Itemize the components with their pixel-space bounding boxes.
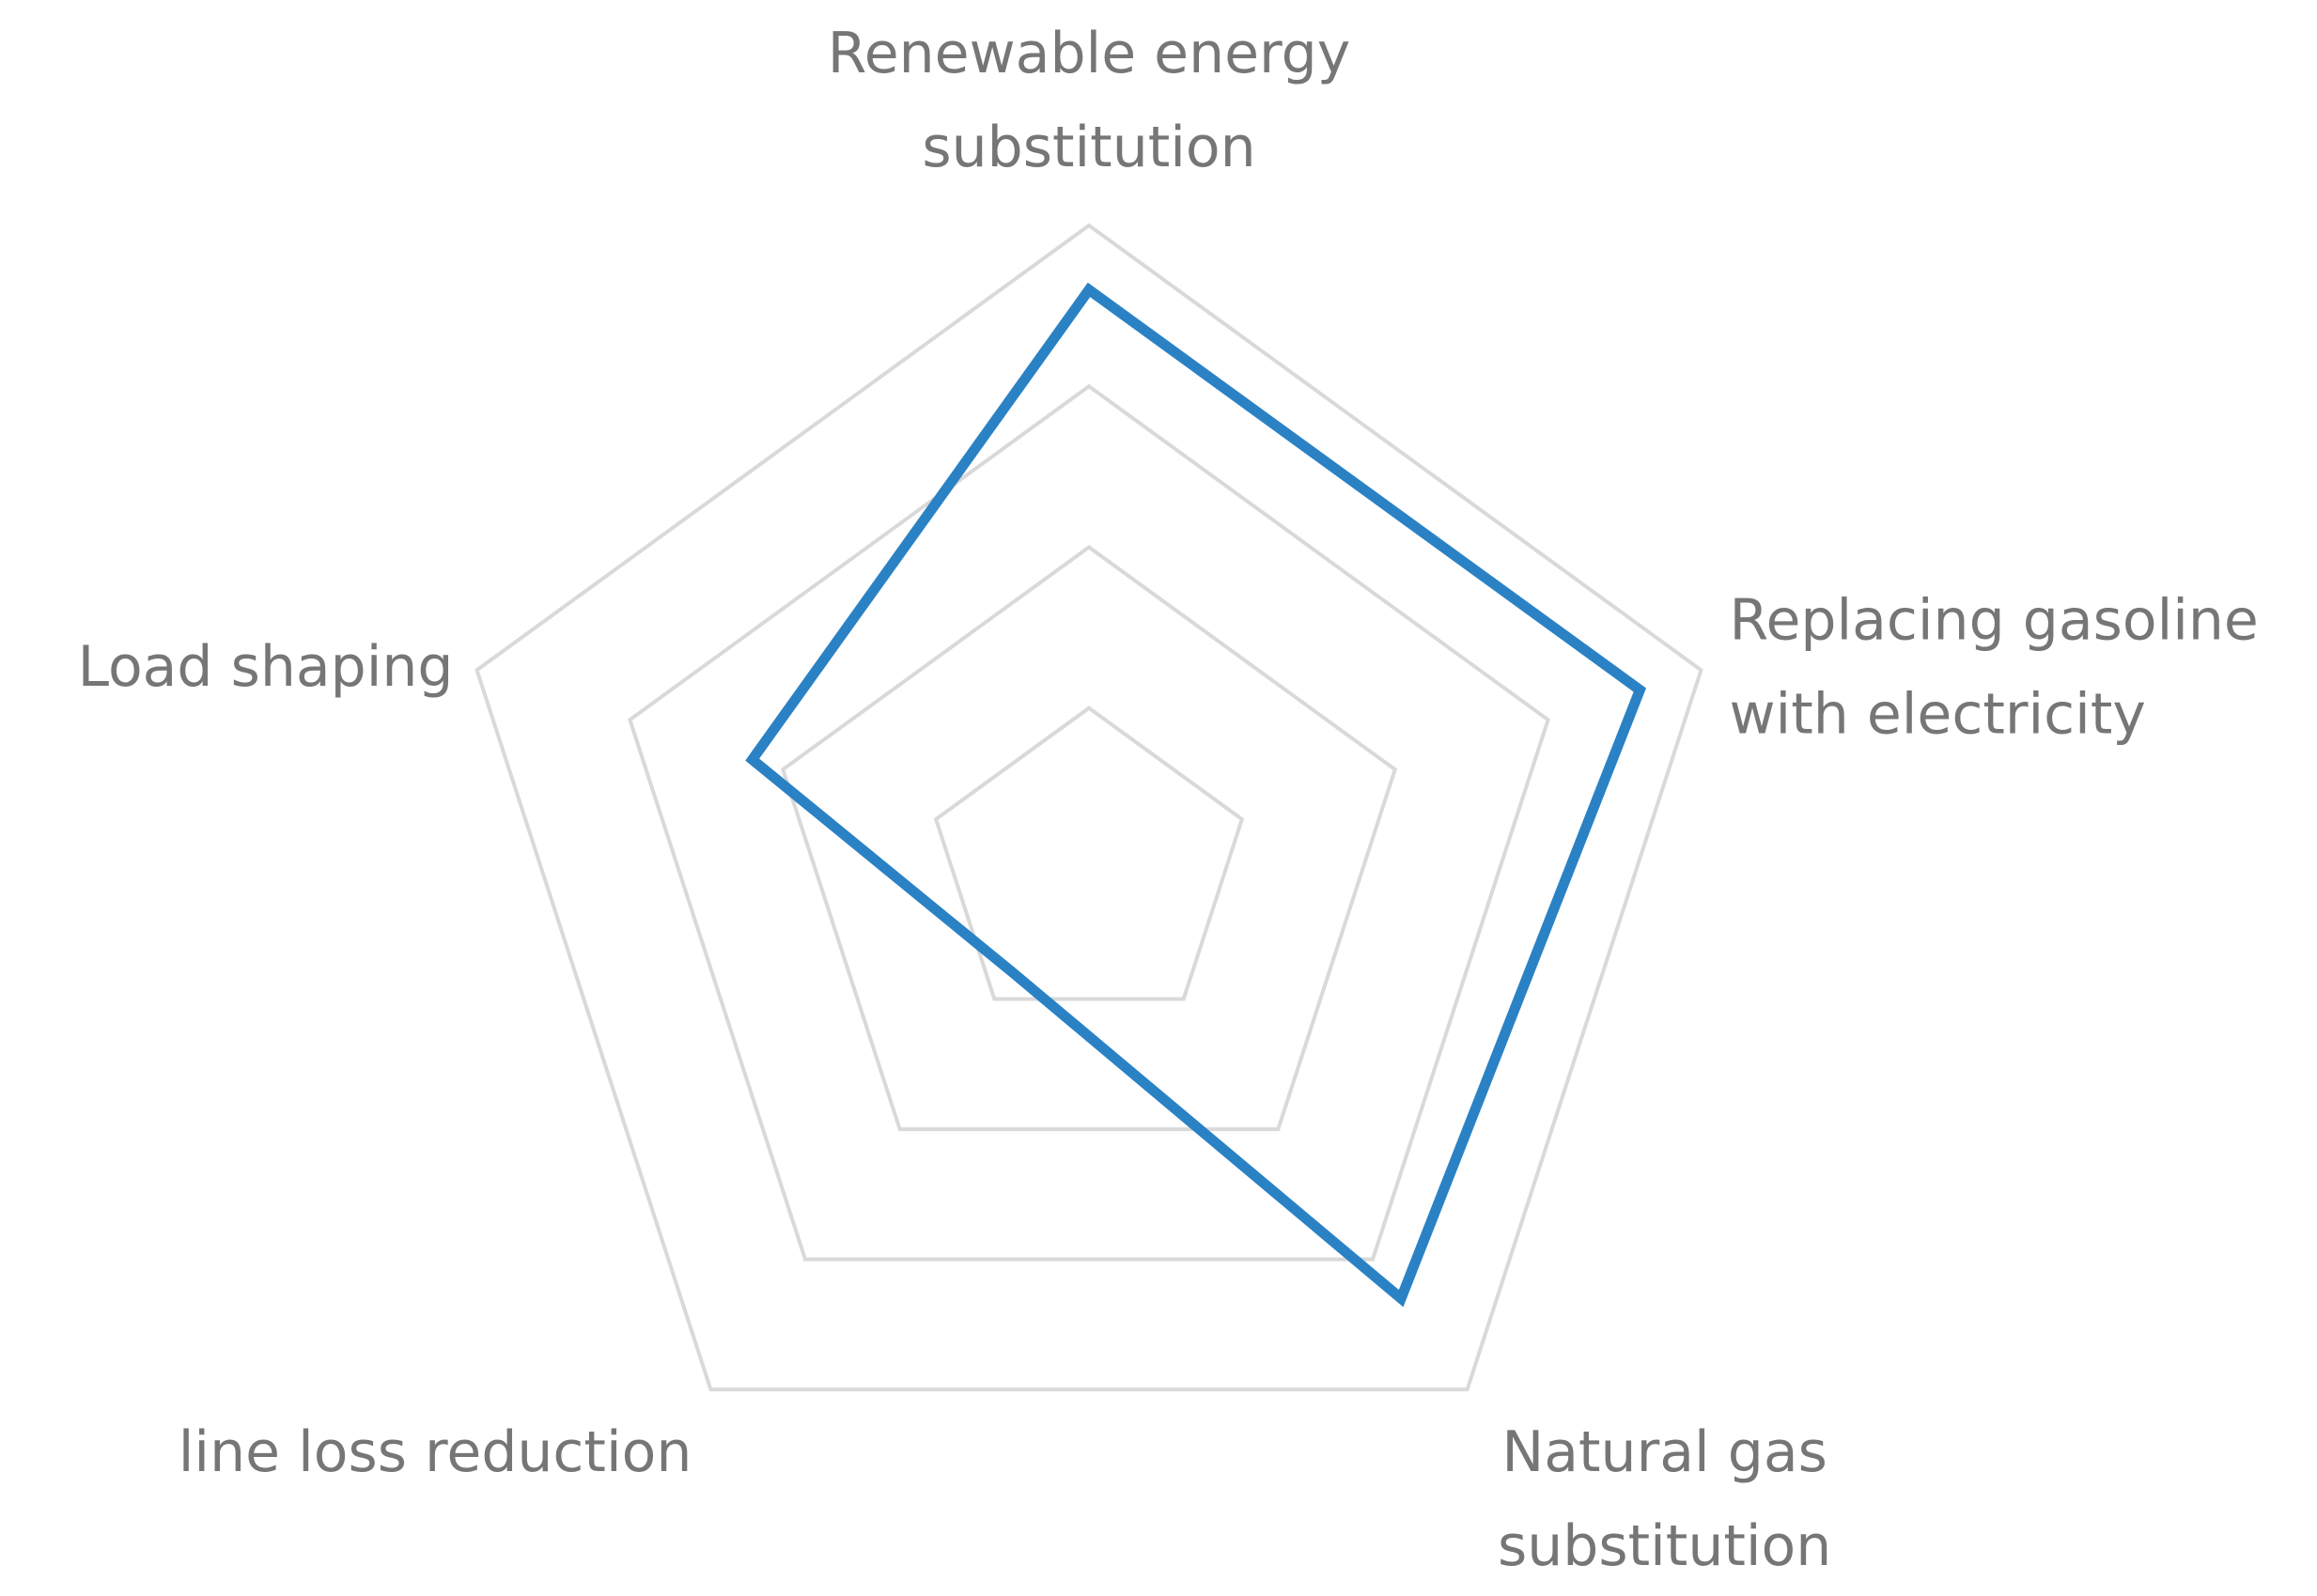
category-label: Renewable energy substitution (828, 21, 1351, 180)
grid-ring (628, 383, 1550, 1262)
category-label: Replacing gasoline with electricity (1729, 587, 2258, 747)
grid-ring (474, 223, 1703, 1392)
category-label: line loss reduction (179, 1419, 692, 1485)
category-label: Load shaping (78, 634, 454, 700)
grid-ring (780, 545, 1398, 1132)
category-label: Natural gas substitution (1498, 1419, 1831, 1579)
grid-ring (933, 705, 1245, 1001)
series-line (745, 282, 1646, 1308)
